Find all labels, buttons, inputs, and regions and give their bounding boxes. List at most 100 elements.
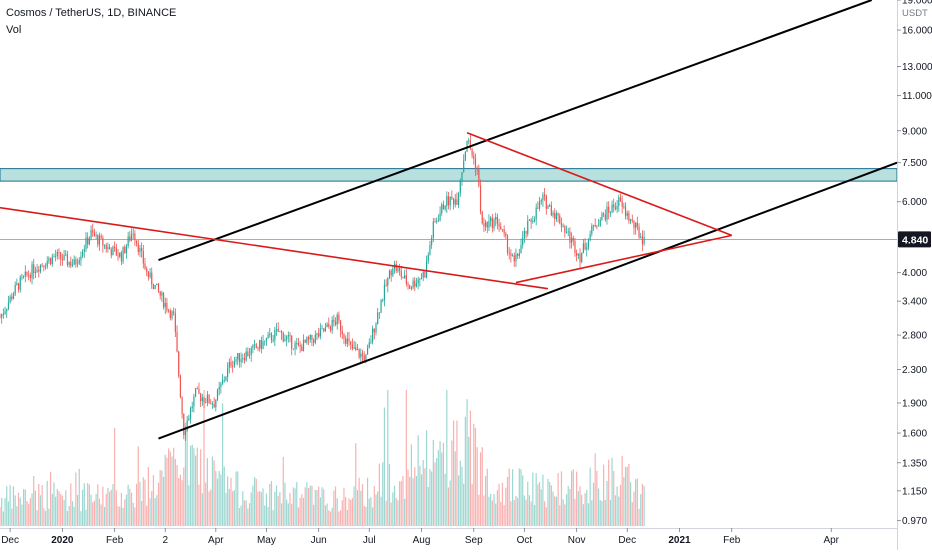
volume-bar xyxy=(232,491,234,526)
candle-body xyxy=(95,235,97,236)
candle-body xyxy=(361,353,364,356)
candle-body xyxy=(1,314,3,318)
volume-bar xyxy=(597,488,600,526)
candle-body xyxy=(100,235,102,238)
volume-bar xyxy=(608,459,610,526)
candle-body xyxy=(506,236,509,253)
volume-bar xyxy=(169,451,171,526)
volume-bar xyxy=(270,480,273,526)
volume-bar xyxy=(552,491,554,526)
volume-bar xyxy=(510,501,512,526)
candle-body xyxy=(23,276,25,277)
volume-bar xyxy=(16,506,18,526)
volume-bar xyxy=(618,496,620,526)
volume-bar xyxy=(390,502,392,526)
volume-bar xyxy=(619,484,622,526)
volume-bar xyxy=(333,490,335,526)
volume-bar xyxy=(92,502,94,526)
volume-bar xyxy=(318,486,320,526)
candle-body xyxy=(65,254,67,256)
volume-bar xyxy=(523,495,525,526)
volume-bar xyxy=(603,464,605,526)
candle-body xyxy=(41,264,43,266)
volume-bar xyxy=(613,470,615,526)
candle-body xyxy=(152,284,155,290)
volume-bar xyxy=(599,500,601,526)
volume-bar xyxy=(395,498,397,526)
volume-bar xyxy=(171,456,173,526)
volume-bar xyxy=(596,470,598,526)
candle-body xyxy=(372,328,374,342)
candle-body xyxy=(238,353,241,363)
candle-body xyxy=(380,300,382,313)
volume-bar xyxy=(107,487,109,526)
volume-bar xyxy=(200,449,202,526)
volume-bar xyxy=(528,495,531,526)
volume-bar xyxy=(479,452,482,526)
candle-body xyxy=(557,213,559,216)
volume-bar xyxy=(493,494,495,526)
volume-bar xyxy=(375,494,377,526)
time-tick-label: May xyxy=(257,535,276,546)
volume-bar xyxy=(211,456,214,526)
candle-body xyxy=(599,219,601,226)
volume-bar xyxy=(221,403,224,526)
volume-bar xyxy=(341,500,343,526)
volume-bar xyxy=(24,489,26,526)
volume-bar xyxy=(191,444,193,526)
candle-body xyxy=(572,237,574,241)
volume-bar xyxy=(137,446,139,526)
volume-bar xyxy=(343,487,345,526)
candle-body xyxy=(530,219,532,223)
volume-bar xyxy=(522,475,524,526)
volume-bar xyxy=(414,467,416,526)
candle-body xyxy=(26,271,28,275)
candle-body xyxy=(570,237,573,243)
volume-bar xyxy=(60,493,62,526)
volume-bar xyxy=(606,480,608,526)
time-tick-label: 2020 xyxy=(51,535,74,546)
candle-body xyxy=(456,199,458,205)
candle-body xyxy=(463,160,465,173)
volume-bar xyxy=(206,458,208,526)
volume-bar xyxy=(48,508,50,526)
candle-body xyxy=(589,233,591,241)
price-tick-label: 13.000 xyxy=(902,62,932,73)
time-tick-label: Feb xyxy=(723,535,741,546)
volume-bar xyxy=(275,485,278,526)
volume-bar xyxy=(252,485,254,526)
candle-body xyxy=(323,328,325,332)
candle-body xyxy=(616,205,618,210)
candle-body xyxy=(260,339,262,349)
candle-body xyxy=(124,246,126,254)
volume-bar xyxy=(277,495,279,526)
candle-body xyxy=(565,232,568,233)
candle-body xyxy=(491,217,493,229)
time-tick-label: Oct xyxy=(517,535,533,546)
volume-bar xyxy=(282,457,284,526)
volume-bar xyxy=(39,495,42,526)
price-tick-label: 19.000 xyxy=(902,0,932,7)
volume-bar xyxy=(2,511,4,526)
volume-bar xyxy=(242,491,244,526)
candle-body xyxy=(528,219,531,221)
volume-bar xyxy=(447,487,450,526)
volume-bar xyxy=(635,479,637,526)
candle-body xyxy=(302,339,305,352)
candle-body xyxy=(345,338,347,344)
volume-bar xyxy=(350,499,352,526)
candle-body xyxy=(395,263,397,272)
volume-bar xyxy=(366,477,369,526)
candle-body xyxy=(24,271,26,277)
candle-body xyxy=(353,347,355,349)
volume-bar xyxy=(458,475,460,526)
volume-bar xyxy=(562,499,564,526)
volume-bar xyxy=(424,468,426,526)
volume-bar xyxy=(471,484,473,526)
volume-bar xyxy=(439,441,441,526)
candle-body xyxy=(597,225,600,227)
time-tick-label: Sep xyxy=(465,535,483,546)
volume-bar xyxy=(643,485,645,526)
